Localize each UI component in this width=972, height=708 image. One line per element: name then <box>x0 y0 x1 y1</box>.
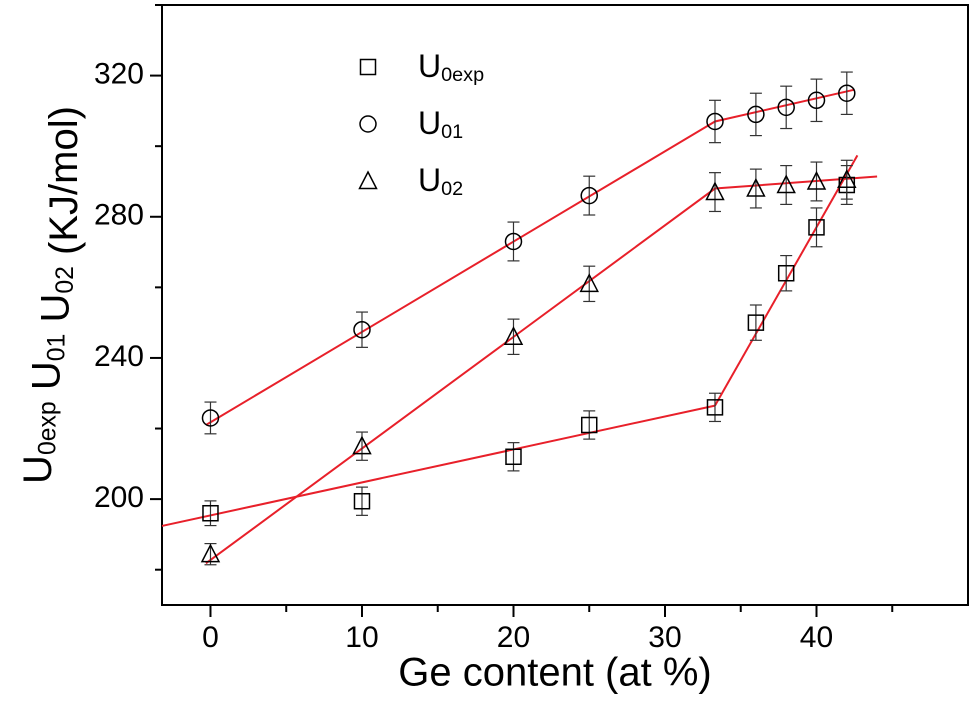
legend-label: U02 <box>418 162 463 200</box>
point <box>837 169 857 188</box>
point <box>579 273 599 293</box>
point <box>580 416 598 434</box>
fit-line <box>205 88 855 426</box>
point <box>706 112 724 131</box>
point <box>747 314 765 331</box>
point <box>353 320 371 339</box>
point <box>806 170 827 190</box>
point <box>202 504 219 522</box>
point <box>505 448 522 466</box>
y-tick-label: 240 <box>94 340 144 373</box>
point <box>705 181 725 201</box>
point <box>808 219 825 236</box>
x-tick-label: 20 <box>497 621 530 654</box>
point <box>776 174 796 194</box>
point <box>503 326 524 346</box>
point <box>777 264 795 282</box>
plot-frame <box>161 4 969 606</box>
x-tick-label: 10 <box>345 621 378 654</box>
point <box>807 91 826 110</box>
point <box>838 84 856 102</box>
y-axis-label: U0exp U01 U02 (KJ/mol) <box>16 106 86 484</box>
point <box>504 232 523 251</box>
y-tick-label: 320 <box>94 58 144 91</box>
x-tick-label: 40 <box>800 621 833 654</box>
fit-line <box>161 404 716 527</box>
legend-label: U01 <box>418 105 463 143</box>
legend-symbol <box>359 58 377 76</box>
point <box>777 98 795 117</box>
point <box>746 177 766 197</box>
x-axis-label: Ge content (at %) <box>398 651 711 695</box>
point <box>353 492 371 510</box>
legend-symbol <box>358 170 378 190</box>
point <box>201 409 220 427</box>
point <box>747 105 765 124</box>
fit-line <box>205 175 878 565</box>
x-tick-label: 0 <box>202 621 219 654</box>
y-tick-label: 200 <box>94 481 144 514</box>
point <box>580 186 598 205</box>
legend-symbol <box>359 115 377 133</box>
x-tick-label: 30 <box>648 621 681 654</box>
y-tick-label: 280 <box>94 199 144 232</box>
point <box>352 435 372 455</box>
legend-label: U0exp <box>418 48 484 86</box>
point <box>706 399 724 416</box>
point <box>200 543 221 563</box>
